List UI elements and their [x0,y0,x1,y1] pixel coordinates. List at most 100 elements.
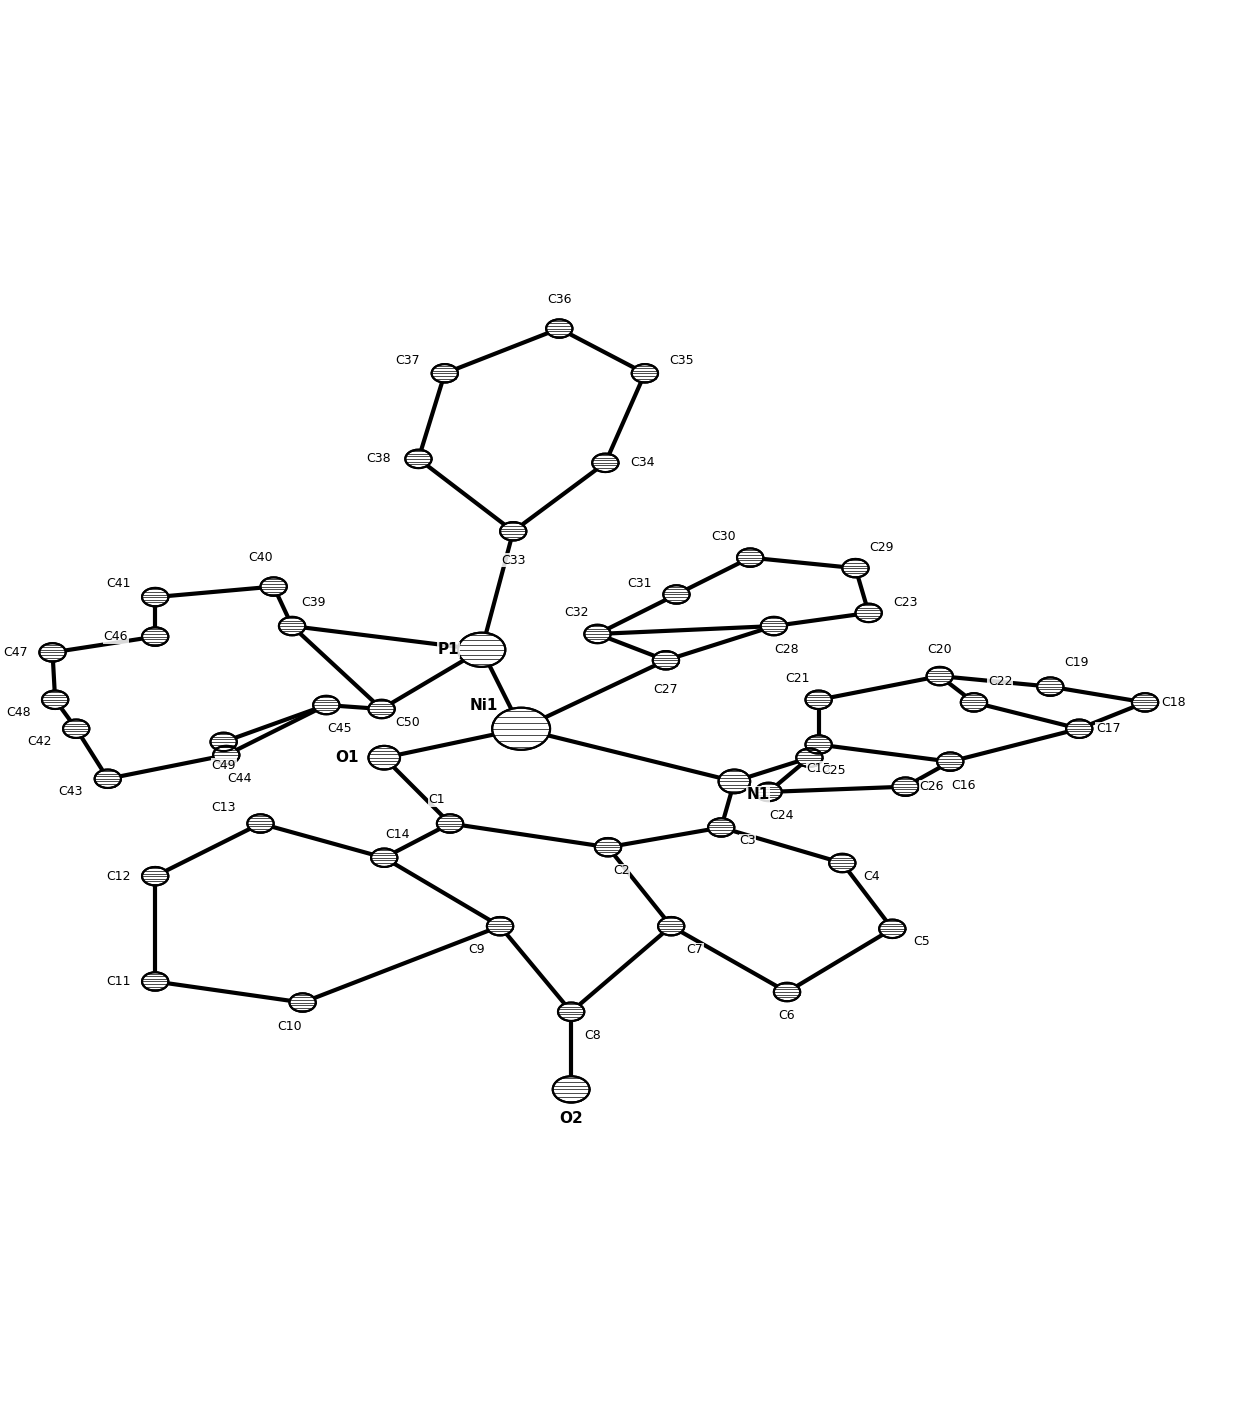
Ellipse shape [961,693,987,712]
Ellipse shape [1132,693,1158,712]
Text: C46: C46 [103,630,128,644]
Text: C14: C14 [386,828,409,841]
Ellipse shape [631,364,658,383]
Ellipse shape [492,708,551,750]
Ellipse shape [432,364,458,383]
Text: C7: C7 [687,943,703,956]
Text: C25: C25 [821,764,846,777]
Ellipse shape [842,559,869,577]
Text: C5: C5 [913,936,930,949]
Text: C12: C12 [107,869,130,882]
Text: Ni1: Ni1 [470,698,498,713]
Ellipse shape [774,983,800,1001]
Ellipse shape [143,588,169,607]
Ellipse shape [289,994,316,1012]
Ellipse shape [1066,719,1092,737]
Ellipse shape [260,577,286,596]
Text: C11: C11 [107,976,130,988]
Text: C27: C27 [653,682,678,696]
Text: C3: C3 [739,834,756,847]
Ellipse shape [856,604,882,623]
Ellipse shape [487,917,513,936]
Text: C40: C40 [248,552,273,564]
Ellipse shape [40,644,66,662]
Text: C1: C1 [429,793,445,807]
Text: C20: C20 [928,644,952,657]
Text: C44: C44 [227,773,252,786]
Text: C9: C9 [467,943,485,956]
Ellipse shape [213,746,239,764]
Ellipse shape [143,973,169,991]
Ellipse shape [553,1076,589,1103]
Ellipse shape [658,917,684,936]
Ellipse shape [546,319,573,337]
Text: C15: C15 [806,761,831,774]
Text: N1: N1 [746,787,770,803]
Ellipse shape [42,691,68,709]
Ellipse shape [368,746,401,770]
Ellipse shape [314,696,340,715]
Ellipse shape [652,651,680,669]
Text: C30: C30 [712,530,737,543]
Ellipse shape [663,586,689,604]
Text: C49: C49 [211,759,236,773]
Ellipse shape [879,920,905,939]
Ellipse shape [806,736,832,754]
Text: C28: C28 [775,644,800,657]
Ellipse shape [405,450,432,468]
Ellipse shape [755,783,781,801]
Ellipse shape [368,700,394,718]
Text: C29: C29 [869,540,894,553]
Text: C37: C37 [396,353,420,367]
Ellipse shape [796,749,822,767]
Text: C6: C6 [779,1010,795,1022]
Ellipse shape [371,848,397,866]
Text: O1: O1 [336,750,360,766]
Text: C47: C47 [4,645,29,659]
Text: C16: C16 [951,778,976,791]
Ellipse shape [143,627,169,645]
Ellipse shape [247,814,274,832]
Text: C33: C33 [501,554,526,567]
Text: C38: C38 [367,452,392,465]
Text: C13: C13 [211,801,236,814]
Text: C36: C36 [547,294,572,306]
Text: C17: C17 [1096,722,1121,736]
Ellipse shape [926,666,952,685]
Text: C2: C2 [613,865,630,878]
Ellipse shape [436,814,464,832]
Ellipse shape [806,691,832,709]
Ellipse shape [595,838,621,856]
Ellipse shape [893,777,919,795]
Ellipse shape [279,617,305,635]
Text: C21: C21 [785,672,810,685]
Text: C35: C35 [670,353,694,367]
Text: C26: C26 [920,780,944,793]
Text: O2: O2 [559,1110,583,1126]
Ellipse shape [937,753,963,771]
Ellipse shape [760,617,787,635]
Text: C24: C24 [770,810,794,822]
Text: C18: C18 [1162,696,1187,709]
Text: P1: P1 [438,642,460,658]
Text: C4: C4 [863,869,879,882]
Ellipse shape [63,719,89,737]
Ellipse shape [1037,678,1064,696]
Ellipse shape [708,818,734,837]
Ellipse shape [458,632,506,666]
Ellipse shape [584,625,610,644]
Ellipse shape [593,454,619,472]
Text: C43: C43 [58,786,83,798]
Text: C45: C45 [327,722,352,736]
Ellipse shape [558,1003,584,1021]
Text: C42: C42 [27,736,52,749]
Ellipse shape [719,770,750,793]
Text: C10: C10 [278,1020,301,1032]
Text: C31: C31 [627,577,652,590]
Text: C39: C39 [301,596,325,608]
Text: C50: C50 [396,716,420,729]
Ellipse shape [737,549,764,567]
Ellipse shape [143,866,169,885]
Text: C41: C41 [107,577,130,590]
Text: C32: C32 [564,607,589,620]
